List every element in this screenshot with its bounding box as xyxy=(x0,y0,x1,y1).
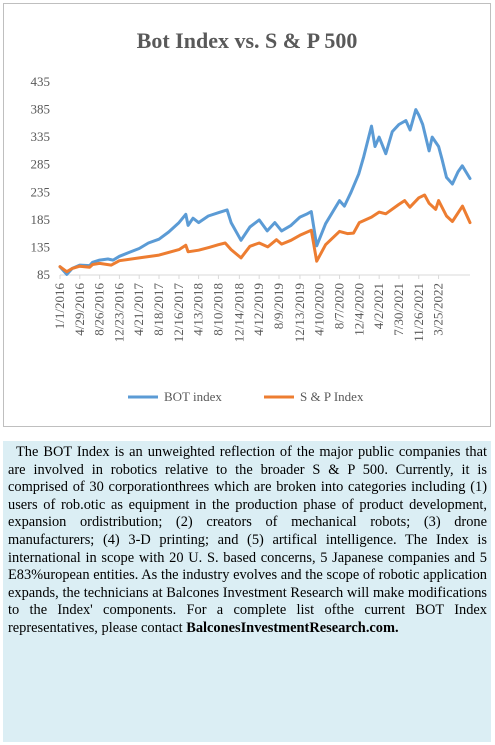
x-tick-label: 8/10/2018 xyxy=(210,283,225,336)
legend-label: BOT index xyxy=(164,389,222,404)
y-tick-label: 285 xyxy=(31,157,51,172)
contact-link[interactable]: BalconesInvestmentResearch.com. xyxy=(186,619,399,636)
x-tick-label: 1/1/2016 xyxy=(52,283,67,330)
x-tick-label: 4/2/2021 xyxy=(371,283,386,329)
series-lines xyxy=(58,108,472,276)
y-tick-label: 85 xyxy=(37,267,50,282)
description-paragraph: The BOT Index is an unweighted reflectio… xyxy=(8,444,487,638)
legend-label: S & P Index xyxy=(300,389,364,404)
x-axis-ticks: 1/1/2016 4/29/2016 8/26/2016 12/23/2016 4/21… xyxy=(52,275,446,342)
x-tick-label: 12/4/2020 xyxy=(351,283,366,336)
x-tick-label: 12/23/2016 xyxy=(111,283,126,343)
x-tick-label: 12/16/2017 xyxy=(171,283,186,343)
y-tick-label: 435 xyxy=(31,74,51,89)
line-chart: 85 135 185 235 285 335 385 435 1/1/2016 4/29/201… xyxy=(31,74,472,404)
x-tick-label: 4/29/2016 xyxy=(72,283,87,336)
x-tick-label: 8/7/2020 xyxy=(332,283,347,329)
x-tick-label: 4/21/2017 xyxy=(131,283,146,336)
x-tick-label: 8/9/2019 xyxy=(271,283,286,329)
chart-title: Bot Index vs. S & P 500 xyxy=(136,28,358,53)
x-tick-label: 12/14/2018 xyxy=(231,283,246,342)
x-tick-label: 4/13/2018 xyxy=(191,283,206,336)
description-box: The BOT Index is an unweighted reflectio… xyxy=(3,441,491,742)
x-tick-label: 7/30/2021 xyxy=(391,283,406,336)
y-tick-label: 235 xyxy=(31,184,51,199)
x-tick-label: 8/26/2016 xyxy=(92,283,107,336)
y-tick-label: 385 xyxy=(31,102,51,117)
x-tick-label: 11/26/2021 xyxy=(411,283,426,342)
x-tick-label: 4/12/2019 xyxy=(251,283,266,336)
y-tick-label: 185 xyxy=(31,212,51,227)
x-tick-label: 3/25/2022 xyxy=(431,283,446,336)
x-tick-label: 8/18/2017 xyxy=(151,283,166,336)
chart-legend: BOT index S & P Index xyxy=(128,389,364,404)
chart-container: Bot Index vs. S & P 500 85 135 185 235 285 33… xyxy=(3,3,491,427)
description-text: The BOT Index is an unweighted reflectio… xyxy=(8,444,487,636)
series-line-bot-index xyxy=(58,108,472,276)
y-axis-ticks: 85 135 185 235 285 335 385 435 xyxy=(31,74,51,282)
series-line-sp-index xyxy=(58,193,472,274)
x-tick-label: 12/13/2019 xyxy=(292,283,307,342)
y-tick-label: 335 xyxy=(31,129,51,144)
x-tick-label: 4/10/2020 xyxy=(312,283,327,336)
y-tick-label: 135 xyxy=(31,239,51,254)
